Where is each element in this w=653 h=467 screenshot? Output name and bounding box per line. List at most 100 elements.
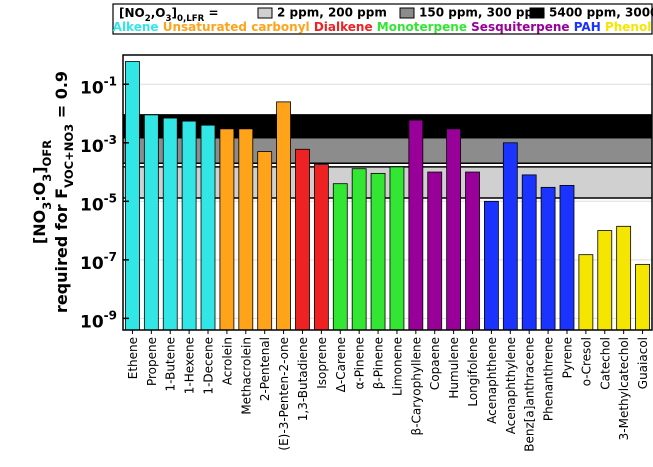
x-tick-label: α-Pinene [353,337,367,390]
text-part: ] [172,6,177,20]
legend-entry: Alkene [113,20,159,34]
x-tick-label: β-Caryophyllene [409,337,423,435]
text-part: 2 [145,14,151,24]
bar [370,172,386,331]
bar [257,151,273,331]
bar [408,119,424,331]
bar [162,117,178,331]
x-tick-label: Copaene [428,337,442,390]
x-tick-label: 1-Decene [202,337,216,395]
x-tick-label: 2-Pentenal [258,337,272,401]
x-tick-label: Limonene [390,337,404,396]
bar [181,120,197,331]
tick-exp: -7 [104,249,117,263]
text-part: 0,LFR [177,14,205,24]
x-tick-label: 1,3-Butadiene [296,337,310,421]
x-tick-label: Propene [145,337,159,386]
bar [446,128,462,331]
x-tick-label: Benz[a]anthracene [523,337,537,452]
tick-base: 10 [80,195,104,215]
bar [540,186,556,331]
bar [389,166,405,331]
y-tick-label: 10-9 [80,308,117,333]
bar [238,128,254,331]
text-part: 3 [40,174,54,182]
text-part: ] [30,166,49,173]
legend-entry: Phenol [605,20,651,34]
x-tick-label: Guaiacol [636,337,650,389]
tick-base: 10 [80,78,104,98]
text-part: required for F [52,188,71,313]
x-tick-label: Humulene [447,337,461,399]
bar [616,225,632,331]
x-tick-label: Acenaphthene [485,337,499,424]
legend-entry: Monoterpene [377,20,467,34]
bar [635,263,650,331]
x-tick-label: Phenanthrene [542,337,556,421]
plot-frame [122,54,653,331]
tick-exp: -1 [104,74,117,88]
tick-base: 10 [80,137,104,157]
legend-label: 2 ppm, 200 ppm [277,6,387,20]
bar [502,142,518,331]
y-tick-label: 10-5 [80,191,117,216]
x-tick-label: Acrolein [220,337,234,385]
legend-entry: Unsaturated carbonyl [163,20,310,34]
tick-exp: -3 [104,132,117,146]
bar [465,171,480,331]
bar [484,200,499,331]
bar [597,230,613,331]
tick-base: 10 [80,312,104,332]
y-axis-label: required for FVOC+NO3 = 0.9 [52,71,76,313]
band [123,114,652,138]
legend-entry: Dialkene [314,20,373,34]
legend-entry: PAH [574,20,601,34]
text-part: VOC+NO3 [62,124,76,188]
legend-entry: Sesquiterpene [471,20,569,34]
bar [200,124,216,331]
x-tick-label: Longifolene [466,337,480,407]
bar [559,184,575,331]
legend-box [112,3,653,35]
x-tick-label: Methacrolein [239,337,253,415]
legend-swatch [529,7,545,19]
bar [143,114,159,331]
bar [219,128,235,331]
y-tick-label: 10-1 [80,74,117,99]
bar [578,254,594,331]
x-tick-label: Catechol [598,337,612,390]
tick-exp: -5 [104,191,117,205]
x-tick-label: Ethene [126,337,140,379]
x-tick-label: β-Pinene [372,337,386,389]
legend-swatch [399,7,415,19]
x-tick-label: (E)-3-Penten-2-one [277,337,291,451]
text-part: [NO [119,6,145,20]
text-part: 3 [40,202,54,210]
x-tick-label: o-Cresol [579,337,593,386]
y-axis-label: [NO3:O3]OFR [30,140,54,244]
y-tick-label: 10-3 [80,132,117,157]
text-part: ,O [151,6,166,20]
bar [125,61,140,331]
legend-title: [NO2,O3]0,LFR = [119,6,219,24]
text-part: = 0.9 [52,71,71,124]
tick-exp: -9 [104,308,117,322]
bar [295,148,310,331]
x-tick-label: Δ-Carene [334,337,348,392]
text-part: = [204,6,218,20]
legend-label: 5400 ppm, 3000 ppm [549,6,653,20]
bar [332,183,348,331]
x-tick-label: 1-Hexene [183,337,197,394]
bar [313,164,329,331]
legend-label: 150 ppm, 300 ppm [419,6,546,20]
x-tick-label: 3-Methylcatechol [617,337,631,440]
y-tick-label: 10-7 [80,249,117,274]
x-tick-label: 1-Butene [164,337,178,391]
legend-groups: Alkene Unsaturated carbonyl Dialkene Mon… [113,20,652,34]
bar [427,171,443,331]
tick-base: 10 [80,254,104,274]
x-tick-label: Pyrene [560,337,574,378]
x-tick-label: Isoprene [315,337,329,389]
text-part: 3 [166,14,172,24]
